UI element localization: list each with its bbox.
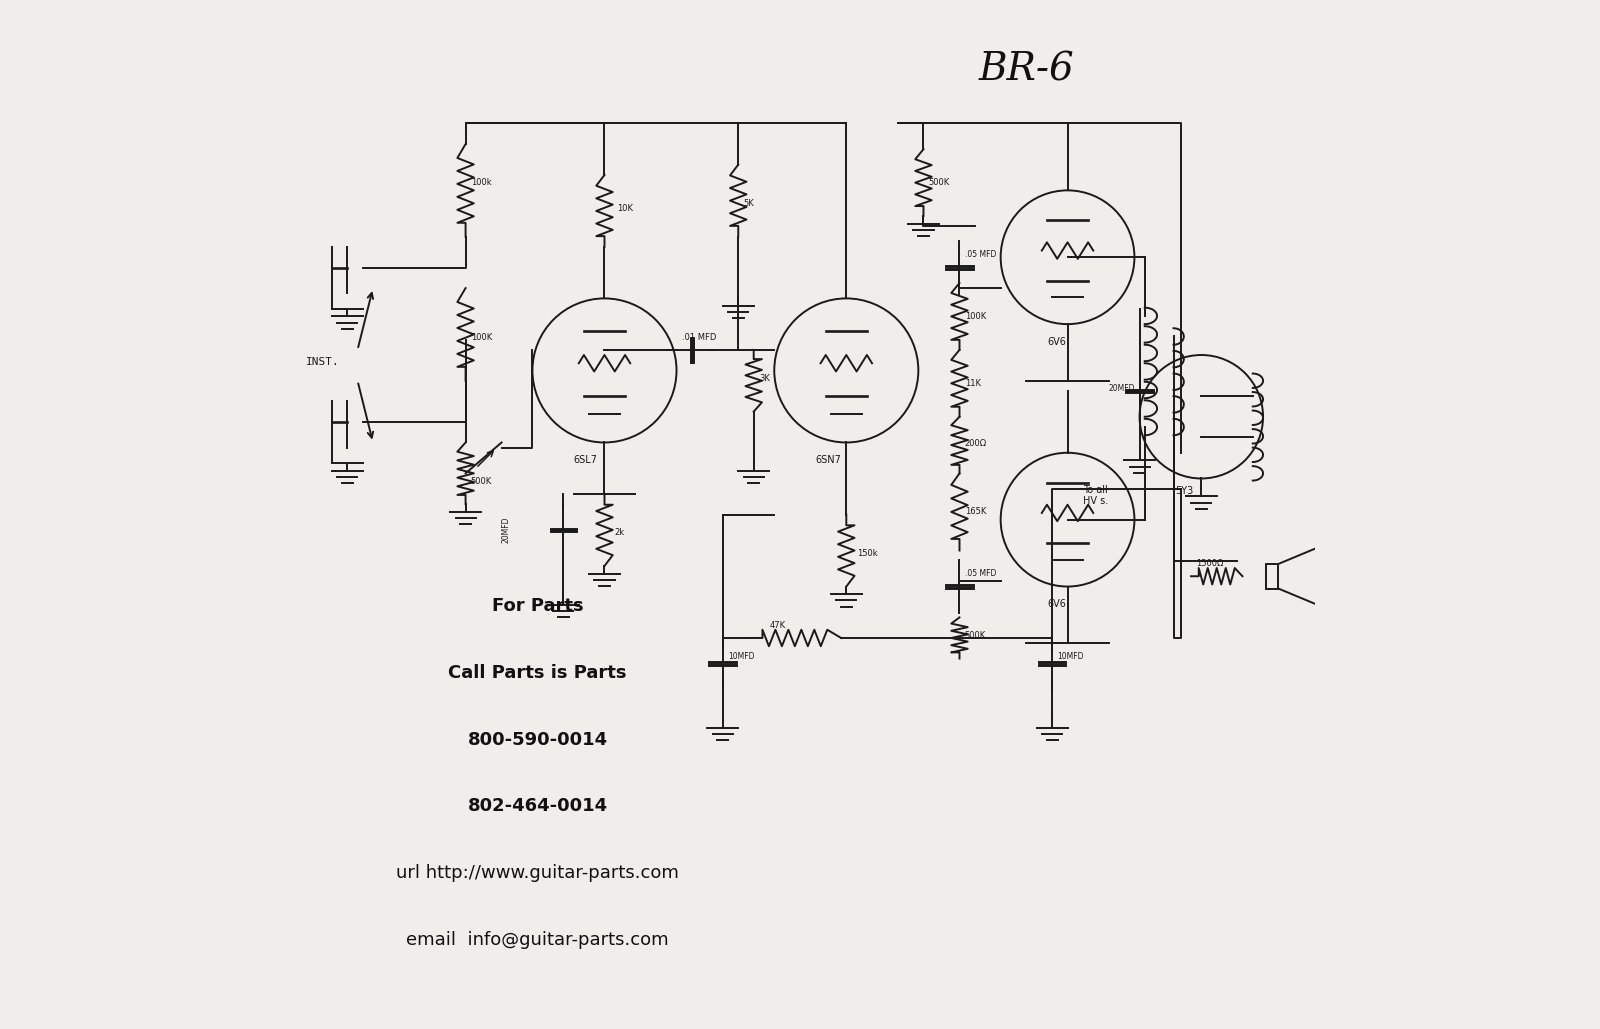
Text: 500K: 500K [470,476,491,486]
Text: 3K: 3K [758,374,770,383]
Text: 47K: 47K [770,620,786,630]
Text: 10K: 10K [618,204,634,213]
Text: url http://www.guitar-parts.com: url http://www.guitar-parts.com [397,864,678,882]
Text: 500K: 500K [928,178,950,187]
Text: 20MFD: 20MFD [1109,384,1136,393]
Text: Call Parts is Parts: Call Parts is Parts [448,664,627,681]
Text: 165K: 165K [965,507,986,517]
Text: 200Ω: 200Ω [965,438,987,448]
Text: 5K: 5K [744,199,754,208]
Text: 100K: 100K [470,332,491,342]
Text: 100k: 100k [470,178,491,187]
Text: 150k: 150k [856,548,877,558]
Text: .01 MFD: .01 MFD [682,332,717,342]
Text: 10MFD: 10MFD [1058,651,1083,661]
Text: 10MFD: 10MFD [728,651,755,661]
Text: 11K: 11K [965,379,981,388]
Text: 500K: 500K [965,631,986,640]
Text: INST.: INST. [306,357,339,367]
Text: 6SL7: 6SL7 [574,455,598,465]
Text: 800-590-0014: 800-590-0014 [467,731,608,748]
Text: email  info@guitar-parts.com: email info@guitar-parts.com [406,931,669,949]
Text: To all
HV s.: To all HV s. [1083,485,1109,506]
Text: 6V6: 6V6 [1046,336,1066,347]
Text: 20MFD: 20MFD [501,517,510,543]
Text: 5Y3: 5Y3 [1176,486,1194,496]
Text: For Parts: For Parts [491,597,584,614]
Text: 6SN7: 6SN7 [816,455,842,465]
Text: .05 MFD: .05 MFD [965,250,997,259]
Text: 2k: 2k [614,528,626,537]
Text: .05 MFD: .05 MFD [965,569,997,578]
Text: 1500Ω: 1500Ω [1197,559,1224,568]
Text: 6V6: 6V6 [1046,599,1066,609]
Bar [1266,564,1278,589]
Text: 100K: 100K [965,312,986,321]
Text: 802-464-0014: 802-464-0014 [467,797,608,815]
Text: BR-6: BR-6 [979,51,1074,88]
